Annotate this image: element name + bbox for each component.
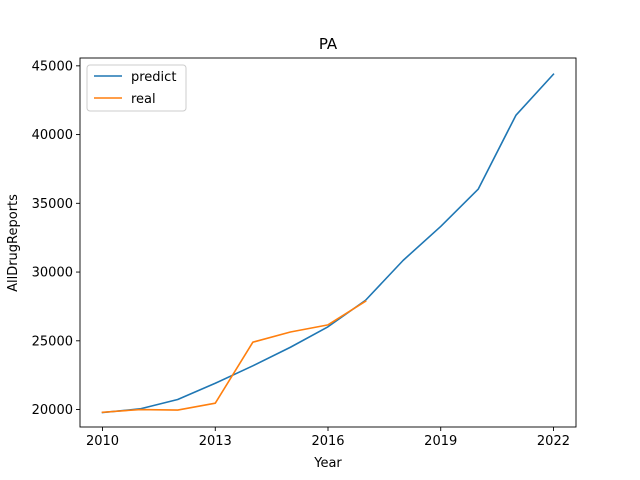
plot-area: 2010 2013 2016 2019 2022 20000 25000 30000 35000… (32, 57, 577, 449)
x-tick-label: 2016 (311, 434, 344, 449)
x-axis-label: Year (313, 456, 342, 471)
y-axis-label: AllDrugReports (6, 194, 21, 292)
x-tick-label: 2019 (424, 434, 457, 449)
y-tick-label: 35000 (32, 197, 73, 212)
series-line-predict (101, 73, 555, 414)
y-tick-label: 25000 (32, 334, 73, 349)
y-tick-label: 20000 (32, 403, 73, 418)
chart-title: PA (319, 35, 338, 53)
legend: predict real (86, 64, 187, 112)
y-tick-label: 30000 (32, 266, 73, 281)
legend-label-real: real (131, 92, 156, 107)
legend-label-predict: predict (131, 70, 176, 85)
x-tick-label: 2013 (199, 434, 232, 449)
y-tick-label: 45000 (32, 59, 73, 74)
y-tick-label: 40000 (32, 128, 73, 143)
x-tick-label: 2022 (537, 434, 570, 449)
series-line-real (101, 300, 367, 414)
x-tick-label: 2010 (86, 434, 119, 449)
